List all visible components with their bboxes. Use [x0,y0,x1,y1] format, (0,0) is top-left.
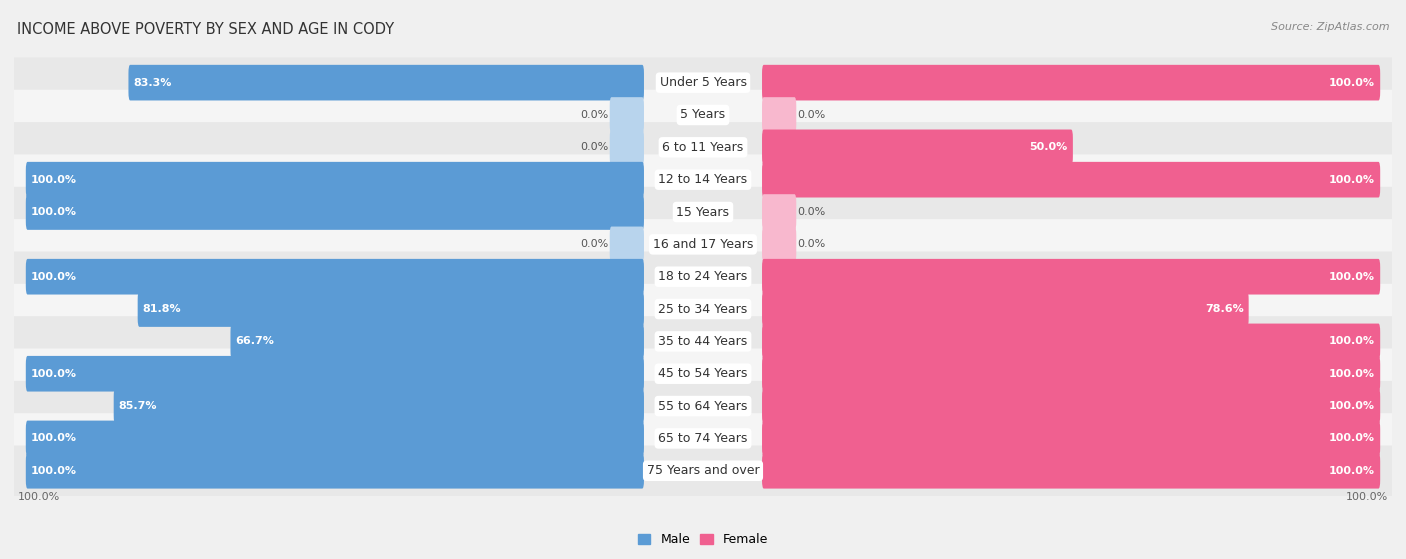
Text: 100.0%: 100.0% [1329,433,1375,443]
FancyBboxPatch shape [128,65,644,101]
Text: 100.0%: 100.0% [1329,78,1375,88]
Text: 0.0%: 0.0% [797,207,825,217]
Text: 35 to 44 Years: 35 to 44 Years [658,335,748,348]
Text: 100.0%: 100.0% [1329,401,1375,411]
Text: 25 to 34 Years: 25 to 34 Years [658,302,748,315]
FancyBboxPatch shape [762,389,1381,424]
Text: 0.0%: 0.0% [581,110,609,120]
Text: 65 to 74 Years: 65 to 74 Years [658,432,748,445]
FancyBboxPatch shape [25,162,644,197]
FancyBboxPatch shape [11,58,1395,108]
FancyBboxPatch shape [11,381,1395,432]
FancyBboxPatch shape [762,324,1381,359]
Text: 100.0%: 100.0% [31,433,77,443]
FancyBboxPatch shape [11,90,1395,140]
FancyBboxPatch shape [762,356,1381,391]
Text: 0.0%: 0.0% [797,239,825,249]
FancyBboxPatch shape [25,453,644,489]
Text: 100.0%: 100.0% [1329,369,1375,379]
Text: 50.0%: 50.0% [1029,143,1067,153]
FancyBboxPatch shape [762,194,796,230]
FancyBboxPatch shape [11,316,1395,367]
Text: 100.0%: 100.0% [1329,272,1375,282]
FancyBboxPatch shape [114,389,644,424]
FancyBboxPatch shape [11,219,1395,269]
FancyBboxPatch shape [610,130,644,165]
Text: 15 Years: 15 Years [676,206,730,219]
Text: 100.0%: 100.0% [1329,174,1375,184]
Text: Under 5 Years: Under 5 Years [659,76,747,89]
Text: 100.0%: 100.0% [1329,466,1375,476]
Text: 100.0%: 100.0% [1329,337,1375,347]
Text: Source: ZipAtlas.com: Source: ZipAtlas.com [1271,22,1389,32]
FancyBboxPatch shape [138,291,644,327]
Text: 100.0%: 100.0% [31,369,77,379]
Text: 0.0%: 0.0% [581,239,609,249]
FancyBboxPatch shape [762,259,1381,295]
FancyBboxPatch shape [762,226,796,262]
FancyBboxPatch shape [11,348,1395,399]
FancyBboxPatch shape [11,446,1395,496]
Text: 6 to 11 Years: 6 to 11 Years [662,141,744,154]
FancyBboxPatch shape [11,252,1395,302]
FancyBboxPatch shape [762,420,1381,456]
Text: 16 and 17 Years: 16 and 17 Years [652,238,754,251]
Text: 55 to 64 Years: 55 to 64 Years [658,400,748,413]
Text: 75 Years and over: 75 Years and over [647,465,759,477]
Text: 100.0%: 100.0% [31,466,77,476]
FancyBboxPatch shape [762,130,1073,165]
FancyBboxPatch shape [11,154,1395,205]
FancyBboxPatch shape [25,259,644,295]
FancyBboxPatch shape [11,122,1395,173]
FancyBboxPatch shape [11,413,1395,463]
Text: 100.0%: 100.0% [1347,491,1389,501]
FancyBboxPatch shape [762,291,1249,327]
FancyBboxPatch shape [231,324,644,359]
Text: 0.0%: 0.0% [797,110,825,120]
Text: INCOME ABOVE POVERTY BY SEX AND AGE IN CODY: INCOME ABOVE POVERTY BY SEX AND AGE IN C… [17,22,394,37]
Text: 100.0%: 100.0% [31,272,77,282]
FancyBboxPatch shape [762,162,1381,197]
Legend: Male, Female: Male, Female [633,528,773,551]
FancyBboxPatch shape [762,453,1381,489]
Text: 45 to 54 Years: 45 to 54 Years [658,367,748,380]
Text: 12 to 14 Years: 12 to 14 Years [658,173,748,186]
Text: 100.0%: 100.0% [31,174,77,184]
FancyBboxPatch shape [762,65,1381,101]
FancyBboxPatch shape [25,356,644,391]
FancyBboxPatch shape [25,194,644,230]
FancyBboxPatch shape [610,97,644,133]
Text: 66.7%: 66.7% [236,337,274,347]
FancyBboxPatch shape [11,284,1395,334]
Text: 0.0%: 0.0% [581,143,609,153]
Text: 100.0%: 100.0% [31,207,77,217]
Text: 81.8%: 81.8% [143,304,181,314]
FancyBboxPatch shape [762,97,796,133]
Text: 100.0%: 100.0% [17,491,59,501]
Text: 83.3%: 83.3% [134,78,172,88]
Text: 78.6%: 78.6% [1205,304,1243,314]
Text: 85.7%: 85.7% [120,401,157,411]
Text: 5 Years: 5 Years [681,108,725,121]
FancyBboxPatch shape [11,187,1395,237]
Text: 18 to 24 Years: 18 to 24 Years [658,270,748,283]
FancyBboxPatch shape [25,420,644,456]
FancyBboxPatch shape [610,226,644,262]
